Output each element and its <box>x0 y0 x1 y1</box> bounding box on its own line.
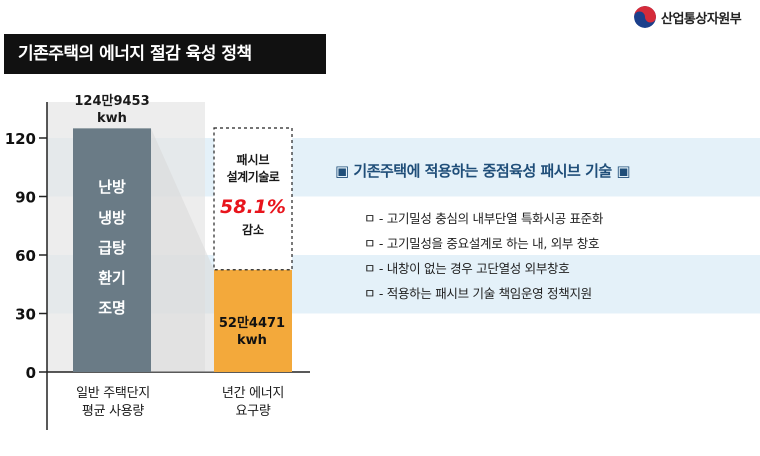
y-tick-label: 120 <box>5 130 36 148</box>
bar-data-label: 124만9453 kwh <box>74 94 150 126</box>
x-category-label: 일반 주택단지 평균 사용량 <box>76 386 150 419</box>
y-tick-label: 0 <box>26 364 36 382</box>
bullet-item: ㅁ - 고기밀성 충심의 내부단열 특화시공 표준화 <box>364 211 604 226</box>
y-tick-label: 60 <box>15 247 36 265</box>
bar-inner-label: 환기 <box>98 269 126 287</box>
page-title: 기존주택의 에너지 절감 육성 정책 <box>4 34 326 74</box>
bar-data-label: 52만4471 kwh <box>218 316 286 348</box>
y-tick-label: 30 <box>15 306 36 324</box>
reduction-percent: 58.1% <box>220 196 286 218</box>
info-bullets: ㅁ - 고기밀성 충심의 내부단열 특화시공 표준화 ㅁ - 고기밀성을 중요설… <box>364 206 603 306</box>
bullet-item: ㅁ - 내창이 없는 경우 고단열성 외부창호 <box>364 261 570 276</box>
bar <box>214 269 292 372</box>
y-tick-label: 90 <box>15 189 36 207</box>
bullet-item: ㅁ - 적용하는 패시브 기술 책임운영 정책지원 <box>364 286 592 301</box>
logo-text: 산업통상자원부 <box>661 11 742 27</box>
bar-inner-label: 난방 <box>98 178 126 196</box>
x-category-label: 년간 에너지 요구량 <box>221 386 285 419</box>
bar-inner-label: 급탕 <box>98 239 126 257</box>
bar-inner-label: 조명 <box>98 299 126 317</box>
bar-inner-label: 냉방 <box>98 209 126 227</box>
reduction-line1: 패시브 <box>236 153 270 167</box>
taegeuk-icon <box>634 6 656 28</box>
bullet-item: ㅁ - 고기밀성을 중요설계로 하는 내, 외부 창호 <box>364 236 600 251</box>
bar <box>73 128 151 372</box>
ministry-logo: 산업통상자원부 <box>634 5 742 29</box>
info-heading: ▣ 기존주택에 적용하는 중점육성 패시브 기술 ▣ <box>335 162 631 180</box>
reduction-line3: 감소 <box>241 223 265 237</box>
reduction-funnel <box>151 128 214 372</box>
reduction-line2: 설계기술로 <box>226 170 280 184</box>
reduction-box <box>213 127 293 271</box>
